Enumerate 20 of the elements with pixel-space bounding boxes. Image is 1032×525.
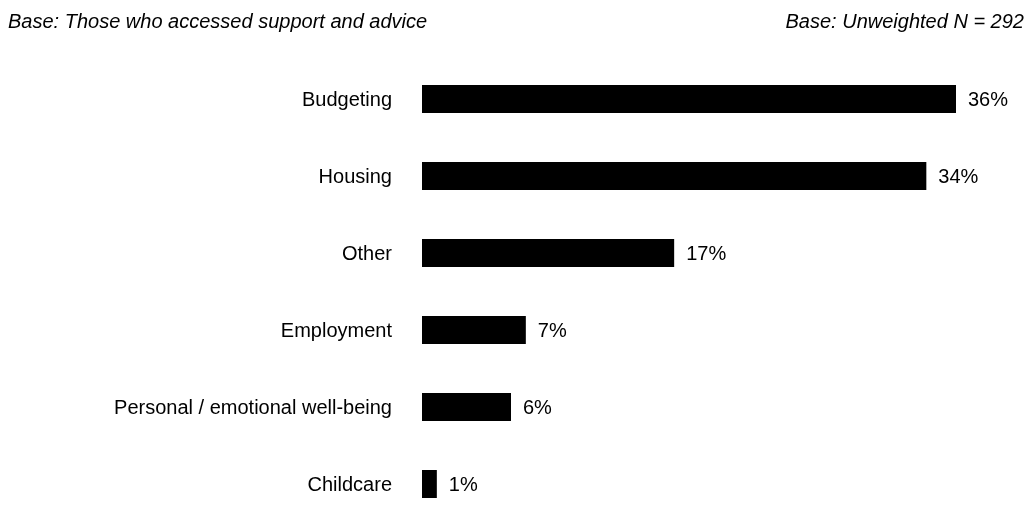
data-label: 34% [938, 165, 979, 188]
bar [422, 162, 927, 190]
y-tick-label: Other [341, 241, 393, 264]
data-label: 7% [537, 319, 567, 342]
bar [422, 85, 956, 113]
bar [422, 239, 675, 267]
y-tick-label: Childcare [307, 472, 392, 495]
data-label: 1% [448, 473, 478, 496]
text: Base: Those who accessed support and advice [8, 10, 428, 34]
y-tick-label: Employment [280, 318, 393, 341]
data-label: 17% [686, 242, 727, 265]
y-tick-label: Personal / emotional well-being [114, 395, 392, 418]
bar [422, 316, 526, 344]
bar [422, 470, 437, 498]
text: Base: Unweighted N = 292 [785, 10, 1024, 34]
bar [422, 393, 511, 421]
y-tick-label: Budgeting [301, 87, 392, 110]
data-label: 6% [523, 396, 553, 419]
data-label: 36% [968, 88, 1009, 111]
y-tick-label: Housing [318, 164, 392, 187]
